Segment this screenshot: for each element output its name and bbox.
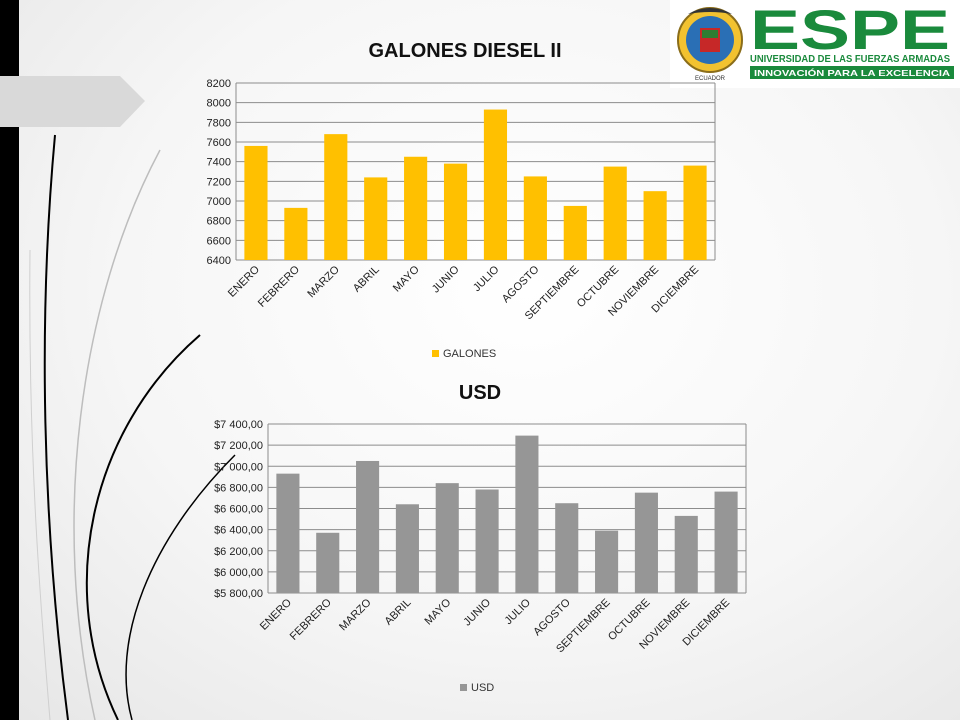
chart2-xtick-label: ABRIL: [383, 597, 414, 628]
curve-line-3: [85, 334, 201, 720]
chart1-ytick-label: 7200: [207, 176, 231, 188]
chart1-bar: [523, 176, 547, 260]
chart2-bar: [555, 503, 579, 593]
chart1-ytick-label: 7600: [207, 137, 231, 149]
chart2-ytick-label: $7 200,00: [214, 440, 263, 452]
seal-text: ECUADOR: [695, 76, 726, 82]
seal-shield-band: [702, 30, 718, 38]
espe-logo: ECUADOR ESPE UNIVERSIDAD DE LAS FUERZAS …: [670, 0, 960, 88]
arrow-tab-shape: [0, 76, 145, 127]
chart2-ytick-label: $6 800,00: [214, 482, 263, 494]
chart2-ytick-label: $6 000,00: [214, 567, 263, 579]
chart1-legend-swatch: [432, 350, 439, 357]
chart1-bar: [683, 165, 707, 260]
chart2-bar: [714, 491, 738, 593]
chart1-ytick-label: 6400: [207, 255, 231, 267]
chart2-bar: [595, 530, 619, 593]
logo-line2: INNOVACIÓN PARA LA EXCELENCIA: [754, 67, 950, 78]
chart2-ytick-label: $6 600,00: [214, 504, 263, 516]
chart2-bar: [515, 435, 539, 593]
chart1-bar: [443, 163, 468, 260]
chart1-ytick-label: 7000: [207, 196, 231, 208]
chart2-xtick-label: MAYO: [423, 596, 454, 627]
chart2-bar: [634, 492, 658, 593]
logo-line1: UNIVERSIDAD DE LAS FUERZAS ARMADAS: [750, 53, 950, 65]
chart2-ytick-label: $5 800,00: [214, 588, 263, 600]
chart1-bar: [603, 166, 627, 260]
chart2-title: USD: [458, 382, 502, 404]
chart1-bar: [284, 207, 308, 260]
chart2-ytick-label: $6 400,00: [214, 525, 263, 537]
chart1-ytick-label: 7800: [207, 117, 231, 129]
chart2-bar: [674, 515, 698, 593]
chart1-bar: [244, 145, 268, 260]
chart1-ytick-label: 8200: [207, 78, 231, 90]
chart2-legend-label: USD: [471, 682, 494, 694]
chart2-ytick-label: $7 400,00: [214, 419, 263, 431]
chart2-bar: [475, 489, 499, 593]
chart1-bar: [563, 205, 587, 260]
chart2-xtick-label: ENERO: [258, 596, 294, 632]
chart2-xtick-label: MARZO: [337, 596, 374, 633]
left-accent-bar: [0, 0, 19, 720]
chart2-bar: [356, 460, 380, 593]
chart1-legend-label: GALONES: [443, 348, 496, 360]
chart2-xtick-label: JUNIO: [461, 596, 493, 628]
chart2-legend-swatch: [460, 684, 467, 691]
chart1-ytick-label: 6800: [207, 216, 231, 228]
seal-condor: [688, 8, 732, 14]
chart2-bar: [395, 504, 419, 593]
chart1-bar: [324, 134, 348, 260]
chart1-bar: [483, 109, 508, 260]
chart1-ytick-label: 7400: [207, 157, 231, 169]
chart1-bar: [643, 191, 667, 260]
chart2-xtick-label: FEBRERO: [288, 596, 334, 642]
chart2-xtick-label: JULIO: [502, 596, 533, 627]
chart1-ytick-label: 6600: [207, 235, 231, 247]
curve-line-4: [125, 454, 236, 720]
espe-logo-graphic: ECUADOR ESPE UNIVERSIDAD DE LAS FUERZAS …: [677, 0, 954, 82]
chart2-bar: [276, 473, 300, 593]
chart1-bar: [364, 177, 388, 260]
chart1-ytick-label: 8000: [207, 98, 231, 110]
logo-wordmark: ESPE: [750, 0, 950, 61]
curve-line-2: [73, 149, 161, 720]
chart2-ytick-label: $7 000,00: [214, 461, 263, 473]
logo-line2-band: [750, 66, 954, 79]
curve-line-5: [29, 249, 51, 720]
chart1-bar: [404, 156, 428, 260]
chart1-title: GALONES DIESEL II: [368, 40, 562, 62]
chart2-xtick-label: AGOSTO: [531, 596, 573, 638]
chart2-bar: [316, 532, 340, 593]
chart2-bar: [435, 483, 459, 593]
chart2-ytick-label: $6 200,00: [214, 546, 263, 558]
curve-line-1: [43, 134, 69, 720]
